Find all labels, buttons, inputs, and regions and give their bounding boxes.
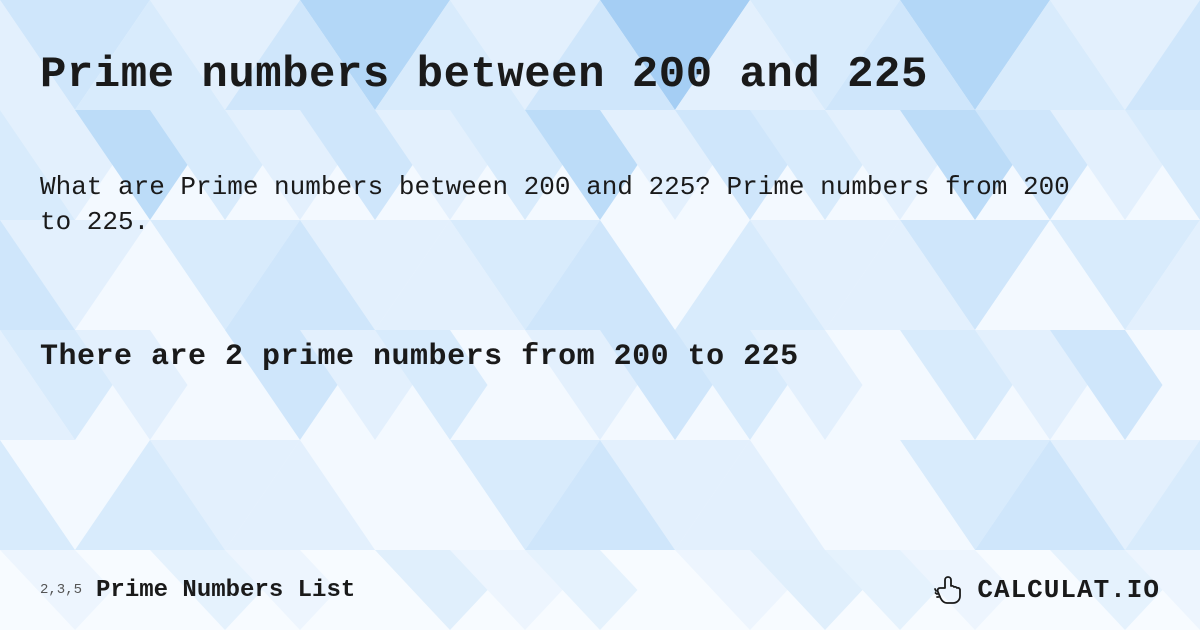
footer-right: CALCULAT.IO [933, 572, 1160, 608]
footer: 2,3,5 Prime Numbers List CALCULAT.IO [40, 572, 1160, 608]
result-text: There are 2 prime numbers from 200 to 22… [40, 340, 1160, 374]
main-content: Prime numbers between 200 and 225 What a… [0, 0, 1200, 630]
brand-name: CALCULAT.IO [977, 575, 1160, 605]
description-text: What are Prime numbers between 200 and 2… [40, 170, 1090, 240]
pointing-hand-icon [933, 572, 969, 608]
footer-section-label: Prime Numbers List [96, 577, 355, 604]
small-numbers-label: 2,3,5 [40, 582, 82, 598]
page-title: Prime numbers between 200 and 225 [40, 50, 1160, 100]
footer-left: 2,3,5 Prime Numbers List [40, 577, 355, 604]
